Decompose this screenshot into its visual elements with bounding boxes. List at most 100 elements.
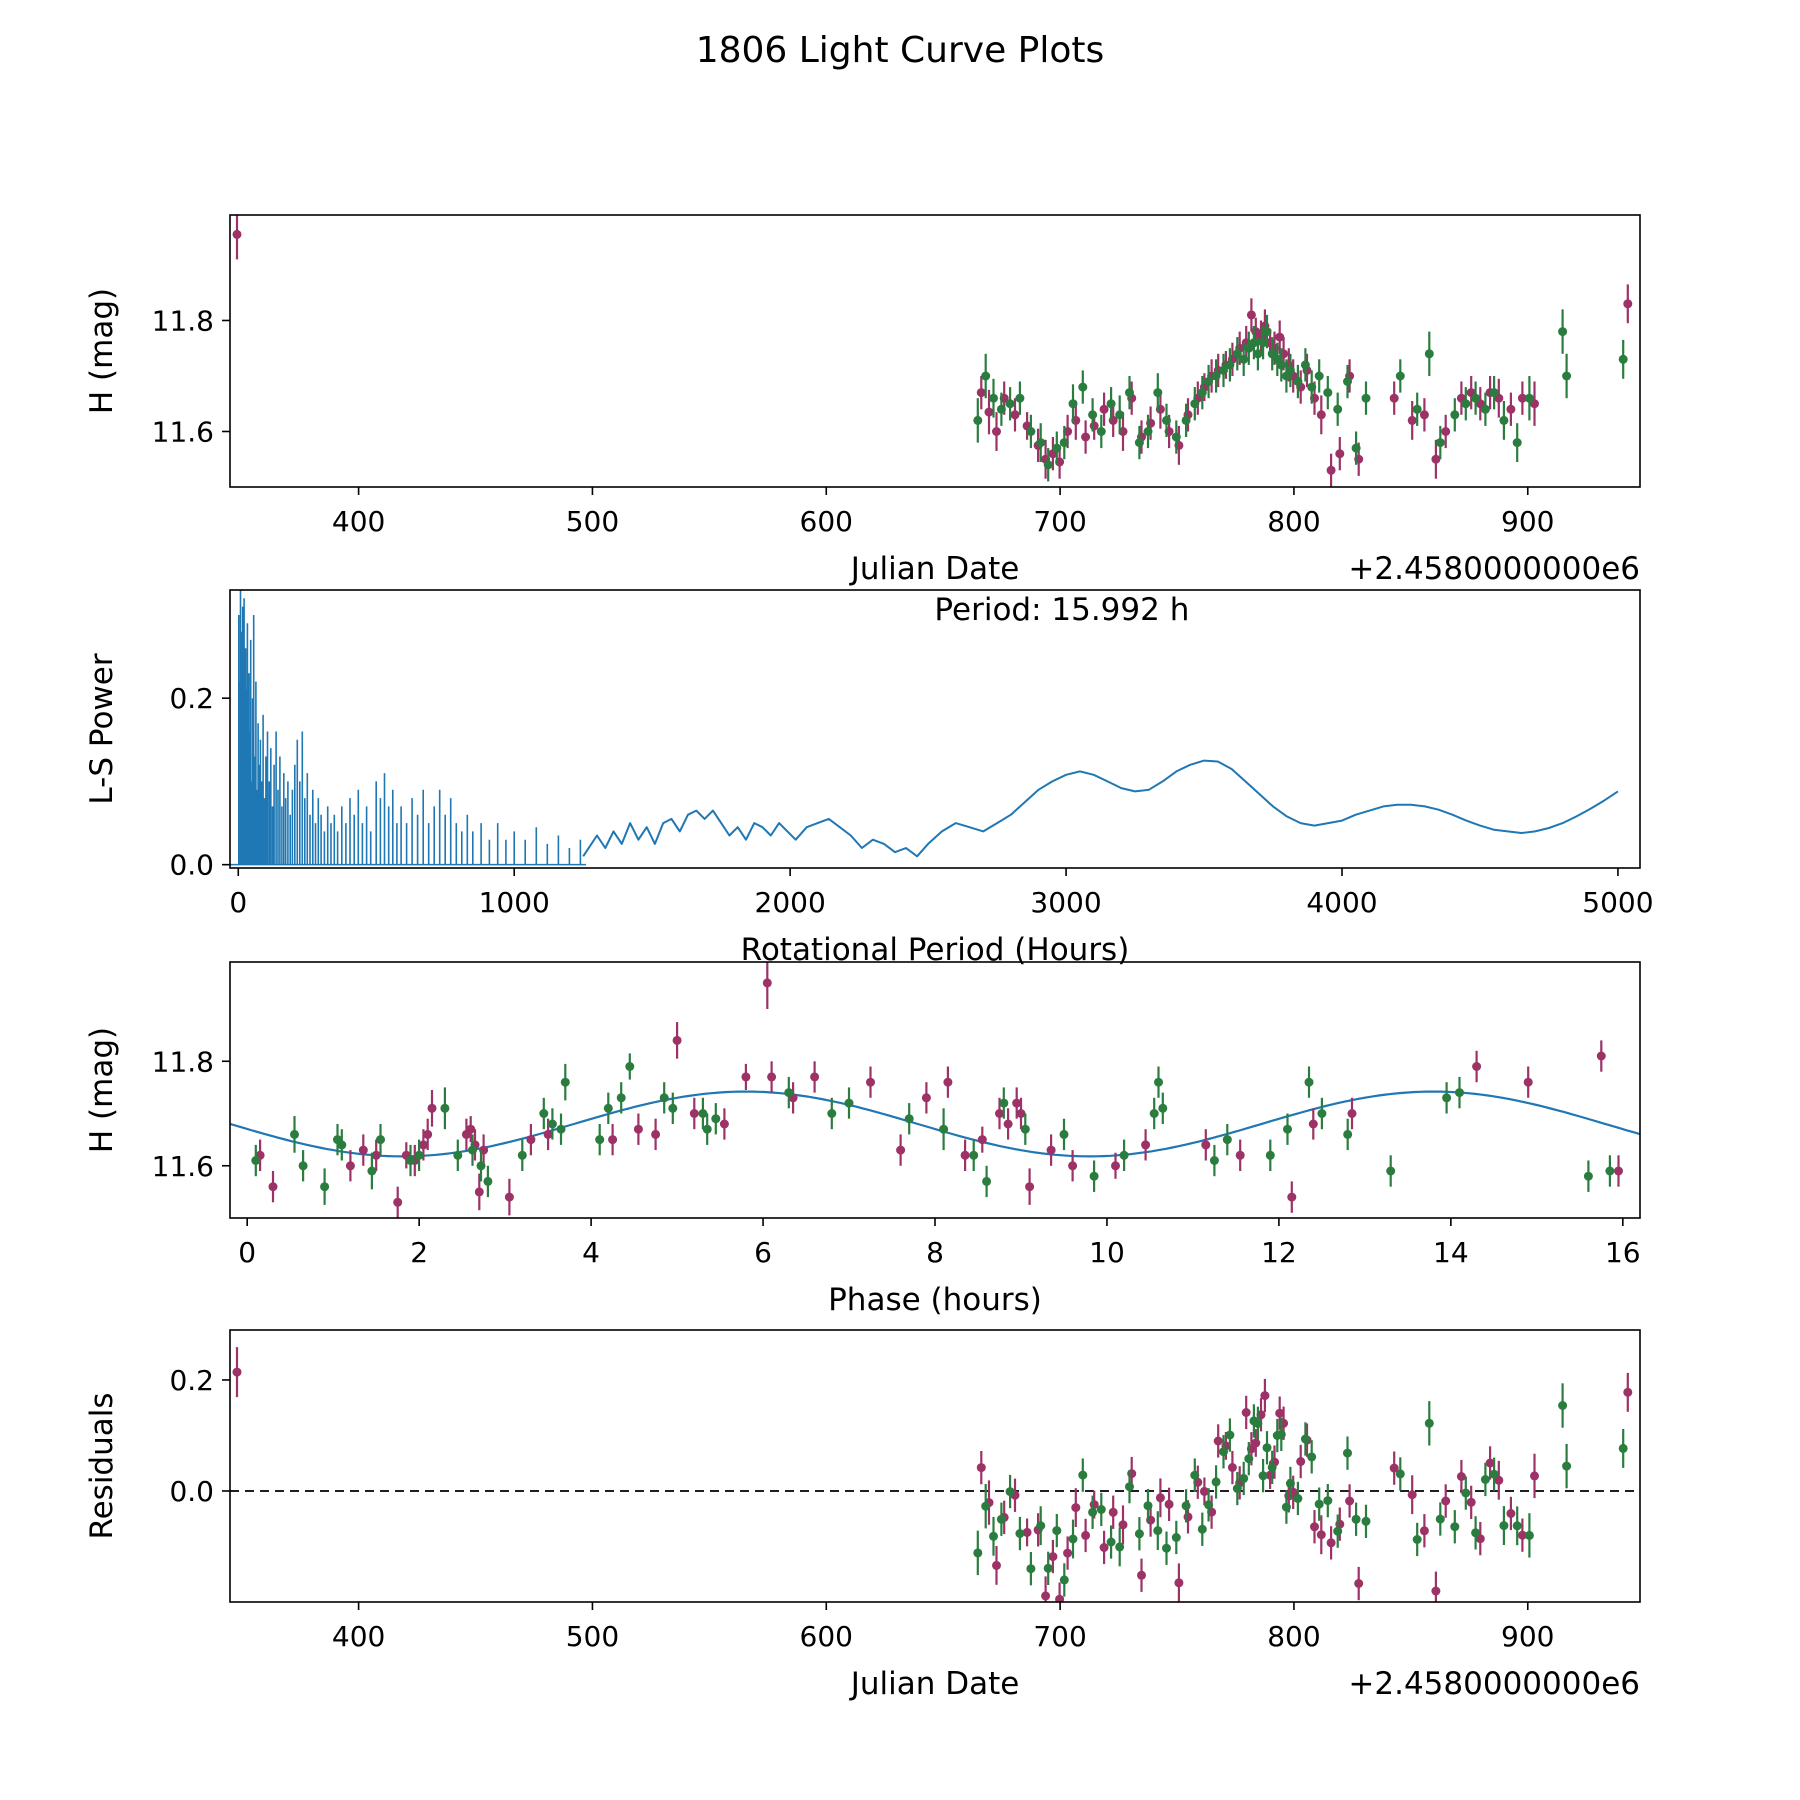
x-tick-label: 0 — [229, 886, 247, 919]
lightcurve-data-area — [232, 215, 1633, 487]
data-point — [483, 1176, 493, 1186]
periodogram-curve — [582, 759, 1619, 858]
data-point — [1043, 1563, 1053, 1573]
data-point — [595, 1135, 605, 1145]
data-point — [376, 1135, 385, 1145]
data-point — [1171, 1533, 1181, 1542]
y-tick-label: 0.0 — [169, 849, 214, 882]
data-point — [1197, 388, 1207, 398]
data-point — [1209, 1156, 1219, 1165]
data-point — [1285, 1479, 1295, 1488]
phased-data-area — [230, 962, 1640, 1218]
data-point — [1304, 1077, 1314, 1087]
data-point — [939, 1124, 949, 1134]
x-axis-label: Julian Date — [849, 551, 1020, 587]
data-point — [1059, 1575, 1069, 1585]
data-point — [1174, 1578, 1184, 1588]
data-point — [1190, 1470, 1200, 1480]
data-point — [1530, 1471, 1539, 1481]
data-point — [1253, 349, 1263, 359]
data-point — [367, 1166, 377, 1176]
data-point — [1222, 1135, 1232, 1145]
data-point — [1262, 1443, 1272, 1453]
data-point — [1343, 1129, 1353, 1139]
data-point — [1562, 371, 1572, 381]
periodogram-spikes — [238, 590, 582, 865]
data-point — [414, 1150, 424, 1160]
data-point — [1025, 1182, 1035, 1192]
x-tick-label: 5000 — [1582, 886, 1653, 919]
x-tick-label: 2 — [410, 1236, 428, 1269]
x-tick-label: 3000 — [1030, 886, 1101, 919]
data-point — [1431, 454, 1441, 464]
data-point — [1068, 1534, 1078, 1544]
data-point — [1275, 1408, 1285, 1418]
data-point — [1068, 399, 1078, 409]
data-point — [1316, 1530, 1326, 1540]
data-point — [393, 1197, 403, 1207]
data-point — [1183, 1512, 1193, 1522]
data-point — [1096, 427, 1106, 436]
x-tick-label: 8 — [926, 1236, 944, 1269]
data-point — [468, 1145, 477, 1155]
data-point — [1523, 1077, 1533, 1087]
data-point — [1275, 332, 1285, 342]
data-point — [1517, 1530, 1527, 1540]
data-point — [625, 1062, 635, 1071]
data-point — [1558, 327, 1568, 337]
data-point — [1190, 399, 1200, 409]
data-point — [1149, 1109, 1159, 1118]
data-point — [1499, 415, 1509, 425]
data-point — [1020, 1124, 1030, 1134]
data-point — [1442, 1093, 1452, 1103]
lightcurve-axes-frame — [229, 214, 1641, 488]
data-point — [999, 1098, 1009, 1108]
data-point — [1623, 1387, 1633, 1397]
data-point — [1251, 1438, 1261, 1448]
sinusoid-fit-curve — [230, 1090, 1640, 1158]
data-point — [1314, 371, 1324, 381]
data-point — [1345, 1496, 1355, 1506]
data-point — [1232, 1484, 1242, 1493]
data-point — [1524, 393, 1534, 403]
data-point — [1300, 360, 1310, 370]
data-point — [827, 1109, 837, 1118]
data-point — [1211, 371, 1221, 381]
data-point — [1201, 1140, 1211, 1150]
data-point — [1293, 1494, 1303, 1503]
data-point — [616, 1093, 626, 1103]
data-point — [866, 1077, 875, 1087]
data-point — [1558, 1401, 1568, 1410]
data-point — [1395, 371, 1405, 381]
data-point — [1524, 1530, 1534, 1540]
y-tick-label: 11.8 — [152, 1045, 214, 1078]
data-point — [1225, 1430, 1235, 1440]
data-point — [1162, 415, 1171, 425]
data-point — [1181, 1501, 1191, 1511]
data-point — [1134, 438, 1144, 448]
data-point — [345, 1161, 355, 1171]
data-point — [1141, 1140, 1151, 1150]
data-point — [1108, 1507, 1118, 1517]
data-point — [1480, 1475, 1490, 1484]
data-point — [996, 404, 1006, 414]
data-point — [767, 1072, 777, 1082]
data-point — [1361, 393, 1371, 403]
data-point — [1300, 1434, 1310, 1444]
data-point — [1239, 354, 1249, 364]
data-point — [1260, 1391, 1270, 1401]
data-point — [1310, 1522, 1319, 1532]
data-point — [1055, 1594, 1065, 1602]
phase-purple-series — [255, 962, 1623, 1218]
period-annotation: Period: 15.992 h — [934, 592, 1189, 628]
data-point — [1441, 427, 1451, 436]
data-point — [1099, 404, 1109, 414]
data-point — [1293, 377, 1303, 386]
data-point — [904, 1114, 914, 1124]
data-point — [1389, 1463, 1399, 1473]
data-point — [1333, 1526, 1343, 1536]
obs-green-series — [973, 309, 1628, 482]
data-point — [1512, 438, 1522, 448]
x-tick-label: 700 — [1033, 505, 1086, 538]
data-point — [1456, 1472, 1466, 1481]
